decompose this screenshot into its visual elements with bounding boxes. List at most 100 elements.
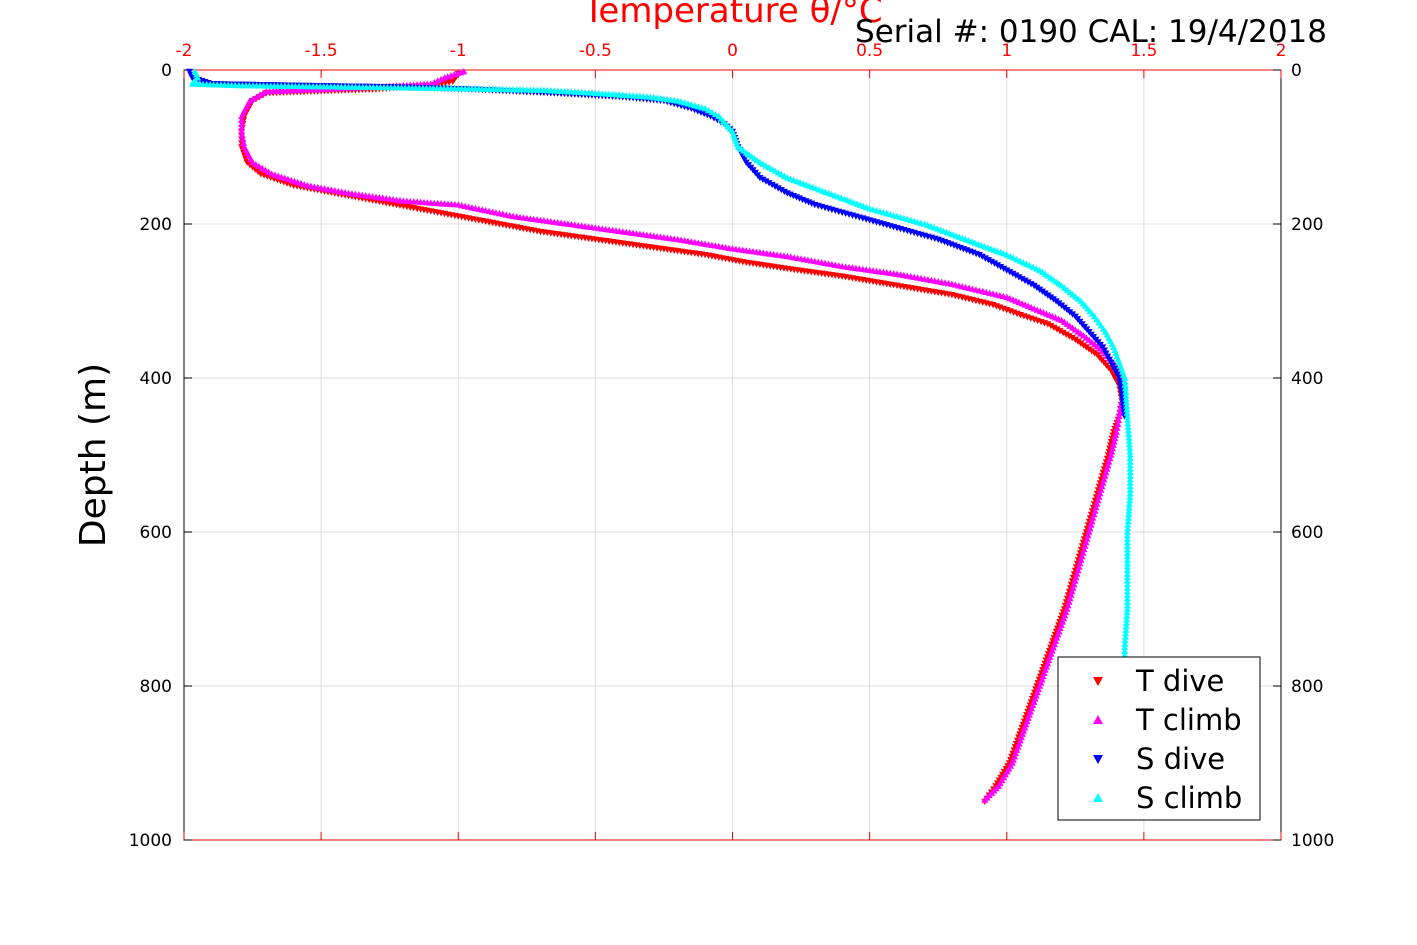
data-point: [1124, 518, 1132, 525]
data-point: [238, 128, 246, 135]
data-point: [1122, 626, 1130, 633]
data-point: [1126, 455, 1134, 462]
data-point: [1121, 374, 1129, 381]
data-point: [1126, 486, 1134, 493]
data-point: [1123, 581, 1131, 588]
data-point: [1000, 265, 1008, 272]
legend-marker: [1093, 677, 1103, 686]
data-point: [1106, 455, 1114, 462]
data-point: [1126, 483, 1134, 490]
data-point: [1089, 514, 1097, 521]
data-point: [1070, 581, 1078, 588]
data-point: [1018, 275, 1026, 283]
data-point: [1123, 539, 1131, 546]
data-point: [1125, 500, 1133, 507]
data-point: [1125, 441, 1133, 448]
data-point: [1123, 595, 1131, 602]
data-point: [1068, 588, 1076, 595]
data-point: [1125, 434, 1133, 441]
data-point: [1099, 479, 1107, 486]
data-point: [1123, 560, 1131, 567]
data-point: [1084, 532, 1092, 539]
data-point: [1094, 497, 1102, 504]
data-point: [1088, 518, 1096, 525]
data-point: [1124, 416, 1132, 423]
legend-marker: [1093, 715, 1103, 724]
data-point: [1122, 395, 1130, 402]
data-point: [1125, 437, 1133, 444]
data-point: [1068, 334, 1076, 342]
data-point: [1123, 584, 1131, 591]
data-point: [1065, 333, 1073, 340]
y-tick-label-left: 800: [140, 677, 172, 697]
series-s-climb: [188, 68, 1134, 666]
data-point: [1104, 462, 1112, 469]
data-point: [1121, 381, 1129, 388]
y-tick-label-left: 600: [140, 523, 172, 543]
series-t-dive: [238, 71, 1126, 805]
x-tick-label: -1: [450, 41, 467, 61]
y-tick-label-right: 0: [1291, 61, 1302, 81]
data-point: [1121, 633, 1129, 640]
data-point: [239, 135, 247, 143]
data-point: [1079, 549, 1087, 556]
data-point: [981, 255, 989, 262]
data-point: [1126, 476, 1134, 483]
data-point: [759, 176, 767, 184]
data-point: [1086, 525, 1094, 532]
data-point: [1123, 602, 1131, 609]
data-point: [1124, 521, 1132, 528]
data-point: [1095, 493, 1103, 500]
data-point: [1123, 553, 1131, 560]
x-tick-label: 0: [727, 41, 738, 61]
data-point: [705, 106, 713, 114]
data-point: [762, 178, 770, 185]
data-point: [1123, 563, 1131, 570]
data-point: [1090, 511, 1098, 518]
data-point: [1117, 386, 1125, 394]
data-point: [1123, 605, 1131, 612]
data-point: [1069, 584, 1077, 591]
data-point: [1024, 279, 1032, 286]
legend-label: S dive: [1136, 742, 1225, 776]
data-point: [1107, 451, 1115, 458]
data-point: [1115, 413, 1123, 420]
data-point: [1126, 479, 1134, 486]
data-point: [997, 263, 1005, 271]
legend-label: T climb: [1135, 703, 1242, 737]
data-point: [1050, 324, 1058, 332]
data-point: [1122, 388, 1130, 395]
data-point: [1123, 542, 1131, 549]
legend-box: [1057, 656, 1261, 821]
data-point: [1126, 451, 1134, 458]
data-point: [1123, 570, 1131, 577]
data-point: [988, 258, 996, 266]
data-point: [238, 124, 246, 131]
data-point: [1123, 532, 1131, 539]
legend: T dive T climb S dive S climb: [1057, 656, 1261, 821]
data-point: [1012, 272, 1020, 279]
data-point: [1121, 651, 1129, 658]
data-point: [1083, 535, 1091, 542]
legend-marker: [1093, 793, 1103, 802]
data-point: [1103, 465, 1111, 472]
data-point: [1087, 521, 1095, 528]
data-point: [777, 186, 785, 194]
data-point: [765, 180, 773, 187]
data-point: [1123, 591, 1131, 598]
y-tick-label-right: 200: [1291, 215, 1323, 235]
data-point: [1125, 504, 1133, 511]
y-axis-label: Depth (m): [73, 363, 114, 547]
x-tick-label: 1: [1001, 41, 1012, 61]
y-tick-label-right: 800: [1291, 677, 1323, 697]
data-point: [1123, 528, 1131, 535]
data-point: [1065, 598, 1073, 605]
data-point: [771, 183, 779, 190]
data-series: [185, 68, 1134, 805]
data-point: [1123, 402, 1131, 409]
data-point: [1123, 535, 1131, 542]
data-point: [1123, 588, 1131, 595]
data-point: [1066, 595, 1074, 602]
data-point: [1124, 423, 1132, 430]
